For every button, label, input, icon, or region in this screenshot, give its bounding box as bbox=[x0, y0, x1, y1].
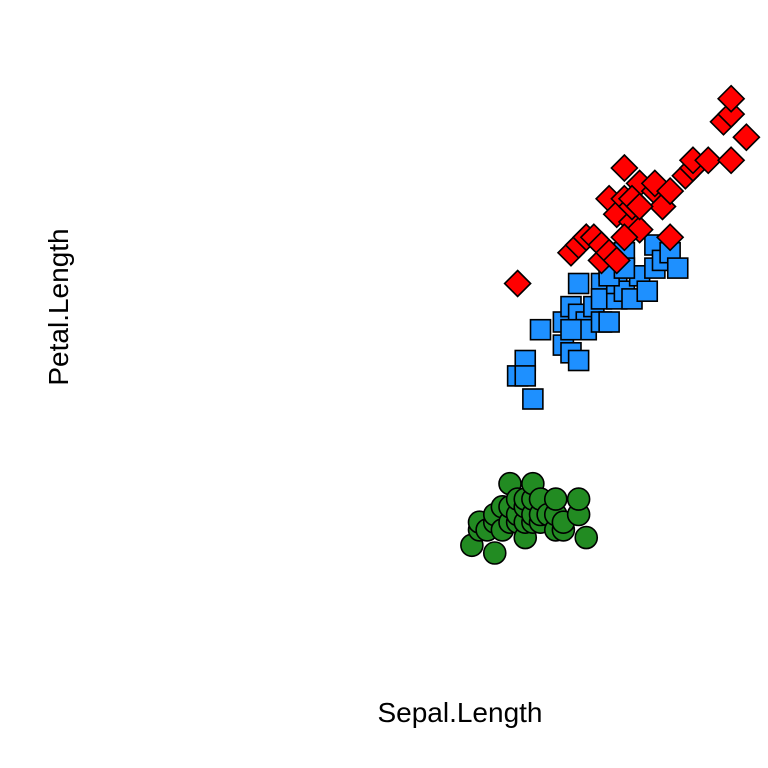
data-point-circle bbox=[566, 487, 591, 511]
data-point-diamond bbox=[716, 84, 746, 113]
data-point-square bbox=[560, 318, 582, 341]
data-point-diamond bbox=[655, 223, 685, 252]
data-point-square bbox=[666, 257, 689, 279]
data-point-diamond bbox=[602, 246, 631, 275]
data-point-diamond bbox=[732, 123, 761, 152]
data-point-diamond bbox=[655, 176, 685, 206]
scatter-marks bbox=[460, 84, 761, 565]
data-point-diamond bbox=[610, 223, 639, 252]
data-point-square bbox=[514, 365, 537, 387]
x-axis-label: Sepal.Length bbox=[377, 697, 542, 728]
y-axis-label: Petal.Length bbox=[43, 228, 74, 385]
data-point-diamond bbox=[610, 153, 639, 183]
data-point-diamond bbox=[503, 269, 532, 298]
data-point-square bbox=[636, 280, 659, 303]
data-point-square bbox=[529, 318, 552, 341]
data-point-square bbox=[567, 272, 590, 295]
data-point-circle bbox=[482, 541, 507, 565]
data-point-diamond bbox=[716, 99, 746, 129]
data-point-square bbox=[598, 311, 620, 333]
data-point-circle bbox=[543, 487, 568, 511]
data-point-diamond bbox=[716, 146, 746, 175]
data-point-circle bbox=[574, 525, 599, 550]
data-point-square bbox=[567, 349, 590, 372]
data-point-diamond bbox=[694, 146, 723, 175]
data-point-square bbox=[522, 388, 544, 410]
data-point-diamond bbox=[625, 192, 654, 221]
